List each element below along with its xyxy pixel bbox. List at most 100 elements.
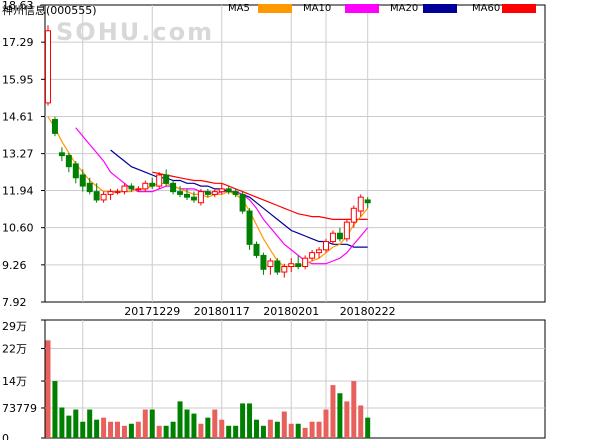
- volume-bar: [323, 409, 329, 438]
- candle: [86, 177, 93, 195]
- volume-bar: [295, 423, 301, 438]
- volume-bar: [177, 401, 183, 438]
- candle: [218, 183, 225, 195]
- volume-tick-label: 14万: [2, 375, 27, 388]
- volume-bar: [170, 421, 176, 438]
- candle: [156, 172, 163, 189]
- candle: [72, 161, 79, 184]
- candle: [350, 205, 357, 228]
- candle: [93, 183, 100, 203]
- price-tick-label: 9.26: [2, 259, 27, 272]
- volume-bar: [115, 421, 120, 438]
- volume-bar: [45, 340, 51, 438]
- volume-bar: [281, 411, 287, 438]
- candle-body: [86, 182, 93, 193]
- volume-bar: [254, 419, 259, 438]
- candle: [225, 186, 232, 195]
- volume-bar: [219, 419, 225, 438]
- candle-body: [316, 249, 323, 254]
- candle-body: [364, 199, 371, 204]
- volume-bar: [66, 415, 72, 438]
- candle: [260, 252, 267, 275]
- candle: [239, 191, 246, 214]
- candle-body: [184, 193, 190, 198]
- volume-tick-label: 29万: [2, 320, 27, 333]
- legend-swatch: [258, 4, 292, 13]
- volume-bar: [142, 409, 148, 438]
- volume-bar: [73, 409, 79, 438]
- price-tick-label: 15.95: [2, 73, 34, 86]
- candle-body: [281, 266, 288, 273]
- candle: [336, 227, 343, 242]
- candle-body: [309, 252, 316, 259]
- candle-body: [197, 191, 204, 204]
- volume-bar: [344, 401, 350, 438]
- candle: [51, 116, 58, 137]
- candle-body: [218, 188, 225, 193]
- legend-swatch: [423, 4, 457, 13]
- ma-legend: MA5 MA10 MA20 MA60: [0, 3, 600, 17]
- candle-body: [232, 191, 239, 195]
- volume-bar: [247, 403, 253, 438]
- volume-bar: [198, 423, 204, 438]
- candle-body: [204, 191, 211, 195]
- candle-body: [288, 263, 295, 268]
- candle-body: [295, 263, 302, 268]
- candle-body: [149, 182, 156, 187]
- candle-body: [302, 257, 309, 268]
- date-tick-label: 20180222: [340, 305, 396, 318]
- candle-body: [336, 232, 343, 240]
- candle-body: [142, 182, 149, 190]
- candle-body: [211, 191, 218, 195]
- volume-bar: [274, 421, 280, 438]
- candle-body: [170, 182, 177, 193]
- volume-bar: [302, 427, 308, 438]
- candle-body: [79, 174, 86, 187]
- candle: [274, 258, 281, 275]
- price-tick-label: 13.27: [2, 148, 34, 161]
- candle-body: [72, 163, 79, 179]
- volume-bar: [337, 393, 343, 438]
- candle-body: [128, 185, 135, 190]
- candle: [128, 183, 135, 192]
- candle-body: [350, 207, 357, 223]
- candle: [267, 258, 274, 275]
- candle: [357, 194, 364, 217]
- candle: [135, 186, 142, 192]
- candle: [170, 180, 177, 195]
- candle: [177, 186, 184, 198]
- candle-body: [267, 260, 274, 268]
- candle-body: [253, 243, 260, 256]
- volume-bar: [59, 407, 65, 438]
- volume-bar: [128, 423, 134, 438]
- candle-body: [163, 174, 170, 184]
- candle-body: [343, 221, 350, 240]
- stock-title: 神州信息(000555): [2, 4, 97, 17]
- volume-panel-frame: [44, 319, 546, 439]
- candle: [288, 258, 295, 273]
- volume-bar: [101, 417, 107, 438]
- volume-bar: [330, 385, 336, 438]
- volume-bar: [80, 421, 86, 438]
- volume-bar: [94, 419, 100, 438]
- candle: [163, 169, 170, 187]
- candle-body: [225, 188, 232, 193]
- candle: [204, 188, 211, 198]
- candle-body: [190, 196, 197, 201]
- candle: [232, 188, 239, 198]
- candle-body: [357, 196, 364, 212]
- volume-bar: [205, 417, 211, 438]
- volume-tick-label: 73779: [2, 402, 37, 415]
- volume-bar: [288, 423, 294, 438]
- volume-bar: [351, 381, 357, 438]
- candle-body: [45, 30, 51, 104]
- volume-tick-label: 0: [2, 432, 9, 440]
- candle-body: [58, 152, 65, 157]
- volume-bar: [365, 417, 371, 438]
- candle-body: [114, 191, 121, 194]
- candle: [316, 247, 323, 259]
- candle-body: [65, 155, 72, 168]
- ma5-line: [47, 116, 369, 268]
